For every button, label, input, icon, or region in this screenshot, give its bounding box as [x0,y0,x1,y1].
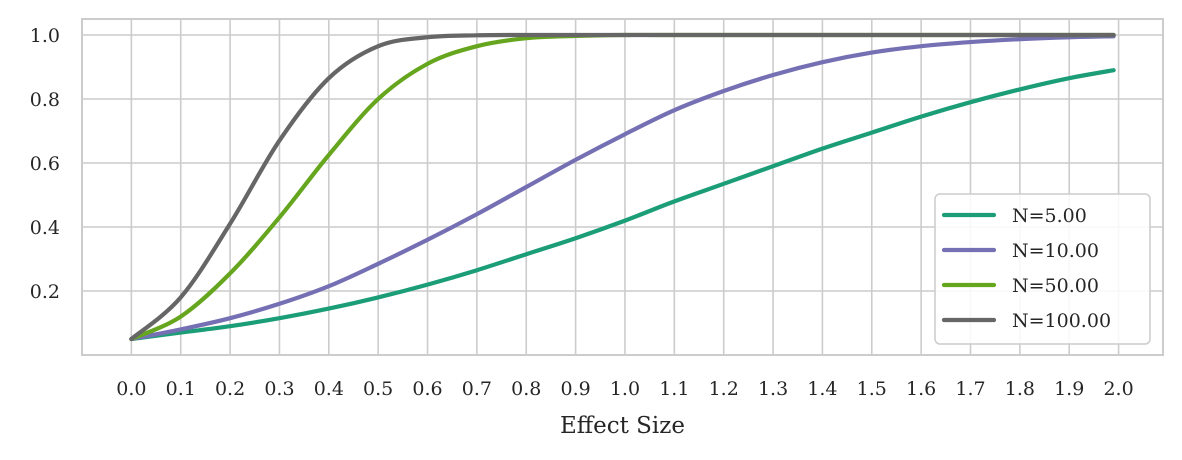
x-tick-label: 1.0 [610,378,640,400]
y-tick-label: 1.0 [30,25,60,47]
legend: N=5.00 N=10.00 N=50.00 N=100.00 [934,193,1151,345]
legend-label: N=10.00 [1012,240,1099,262]
y-tick-labels: 0.2 0.4 0.6 0.8 1.0 [30,25,60,303]
x-tick-label: 1.9 [1054,378,1084,400]
x-tick-label: 2.0 [1103,378,1133,400]
x-tick-label: 1.1 [659,378,689,400]
x-tick-label: 0.2 [215,378,245,400]
x-tick-label: 1.5 [857,378,887,400]
x-tick-label: 1.3 [758,378,788,400]
x-tick-label: 1.7 [955,378,985,400]
x-tick-label: 0.7 [462,378,492,400]
x-axis-title: Effect Size [560,413,685,439]
x-tick-label: 0.5 [363,378,393,400]
legend-label: N=5.00 [1012,205,1087,227]
series-line-1 [129,68,1116,342]
y-tick-label: 0.2 [30,281,60,303]
series-lines [129,32,1116,342]
y-tick-label: 0.8 [30,89,60,111]
x-tick-label: 0.3 [264,378,294,400]
y-tick-label: 0.6 [30,153,60,175]
x-tick-label: 1.8 [1005,378,1035,400]
x-tick-label: 0.6 [412,378,442,400]
y-tick-label: 0.4 [30,217,60,239]
plot-area-frame [81,18,1164,356]
legend-label: N=50.00 [1012,275,1099,297]
legend-label: N=100.00 [1012,310,1111,332]
x-tick-label: 0.0 [116,378,146,400]
x-tick-labels: 0.0 0.1 0.2 0.3 0.4 0.5 0.6 0.7 0.8 0.9 1.0 1.1 1.2 1… [116,378,1133,400]
legend-box [934,193,1151,345]
x-tick-label: 0.1 [166,378,196,400]
x-tick-label: 1.2 [709,378,739,400]
x-tick-label: 1.6 [906,378,936,400]
x-tick-label: 0.8 [511,378,541,400]
x-tick-label: 1.4 [807,378,837,400]
x-tick-label: 0.9 [560,378,590,400]
series-line-2 [129,34,1116,342]
x-tick-label: 0.4 [314,378,344,400]
series-line-4 [129,32,1116,342]
